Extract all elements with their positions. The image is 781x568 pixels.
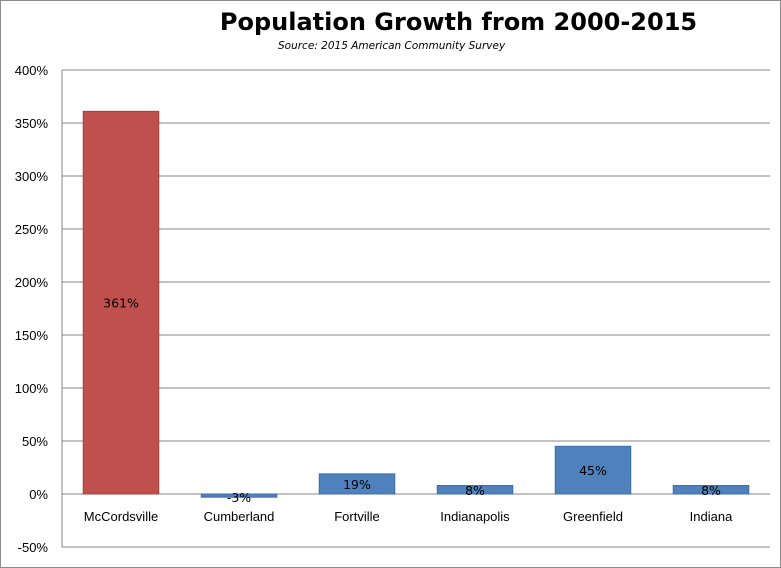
x-tick-label: Greenfield: [563, 509, 623, 524]
chart-title: Population Growth from 2000-2015: [219, 8, 698, 36]
data-label: 19%: [343, 477, 371, 492]
bar-cumberland: [200, 493, 278, 498]
y-tick-label: 200%: [15, 275, 49, 290]
x-tick-label: Cumberland: [204, 509, 275, 524]
y-tick-label: 0%: [29, 487, 48, 502]
y-tick-label: 400%: [15, 63, 49, 78]
x-tick-label: Indianapolis: [440, 509, 510, 524]
y-tick-label: 150%: [15, 328, 49, 343]
data-label: 45%: [579, 463, 607, 478]
bar-mccordsville: [82, 110, 160, 495]
data-label: 8%: [465, 483, 485, 498]
bar-indiana: [672, 485, 750, 495]
bar-greenfield: [554, 445, 632, 495]
data-label: -3%: [227, 490, 251, 505]
data-label: 361%: [103, 296, 139, 311]
y-tick-label: 250%: [15, 222, 49, 237]
bar-indianapolis: [436, 485, 514, 495]
y-tick-label: 100%: [15, 381, 49, 396]
x-tick-label: McCordsville: [84, 509, 158, 524]
y-tick-label: 350%: [15, 116, 49, 131]
x-tick-label: Indiana: [690, 509, 733, 524]
x-tick-label: Fortville: [334, 509, 380, 524]
y-tick-label: -50%: [18, 540, 49, 555]
y-tick-label: 50%: [22, 434, 48, 449]
y-tick-label: 300%: [15, 169, 49, 184]
data-label: 8%: [701, 483, 721, 498]
chart-subtitle: Source: 2015 American Community Survey: [278, 40, 506, 52]
bar-fortville: [318, 473, 396, 495]
